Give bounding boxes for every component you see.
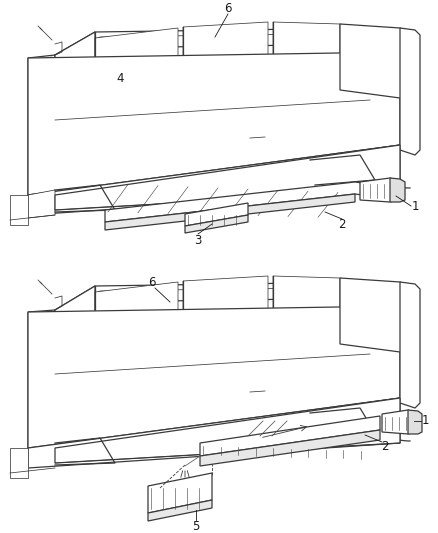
Polygon shape [382,410,413,434]
Polygon shape [55,28,400,70]
Polygon shape [10,195,28,225]
Polygon shape [28,145,400,215]
Polygon shape [28,306,400,448]
Polygon shape [408,410,422,434]
Polygon shape [400,28,420,155]
Polygon shape [183,276,268,348]
Polygon shape [105,194,355,230]
Polygon shape [55,145,400,210]
Polygon shape [95,282,178,357]
Polygon shape [10,448,28,478]
Polygon shape [390,178,405,202]
Polygon shape [360,178,395,202]
Polygon shape [28,190,55,218]
Text: 6: 6 [148,276,156,288]
Polygon shape [28,398,400,468]
Text: 2: 2 [381,440,389,453]
Polygon shape [400,282,420,408]
Text: 4: 4 [116,71,124,85]
Polygon shape [55,286,95,374]
Polygon shape [95,28,178,103]
Polygon shape [185,215,248,233]
Polygon shape [340,24,408,98]
Polygon shape [28,55,55,198]
Polygon shape [273,22,340,84]
Polygon shape [200,416,380,456]
Polygon shape [273,276,340,338]
Polygon shape [55,398,400,463]
Polygon shape [28,52,400,195]
Polygon shape [340,278,408,352]
Polygon shape [32,311,52,447]
Text: 6: 6 [224,2,232,14]
Polygon shape [28,310,55,450]
Text: 2: 2 [338,217,346,230]
Polygon shape [148,473,212,513]
Polygon shape [36,63,50,122]
Polygon shape [200,430,380,466]
Text: 5: 5 [192,520,200,532]
Polygon shape [183,22,268,94]
Polygon shape [185,203,248,226]
Text: 1: 1 [421,415,429,427]
Text: 3: 3 [194,233,201,246]
Polygon shape [36,317,50,375]
Polygon shape [105,182,370,222]
Polygon shape [32,57,52,196]
Polygon shape [55,282,400,324]
Polygon shape [148,500,212,521]
Polygon shape [55,32,95,120]
Text: 1: 1 [411,199,419,213]
